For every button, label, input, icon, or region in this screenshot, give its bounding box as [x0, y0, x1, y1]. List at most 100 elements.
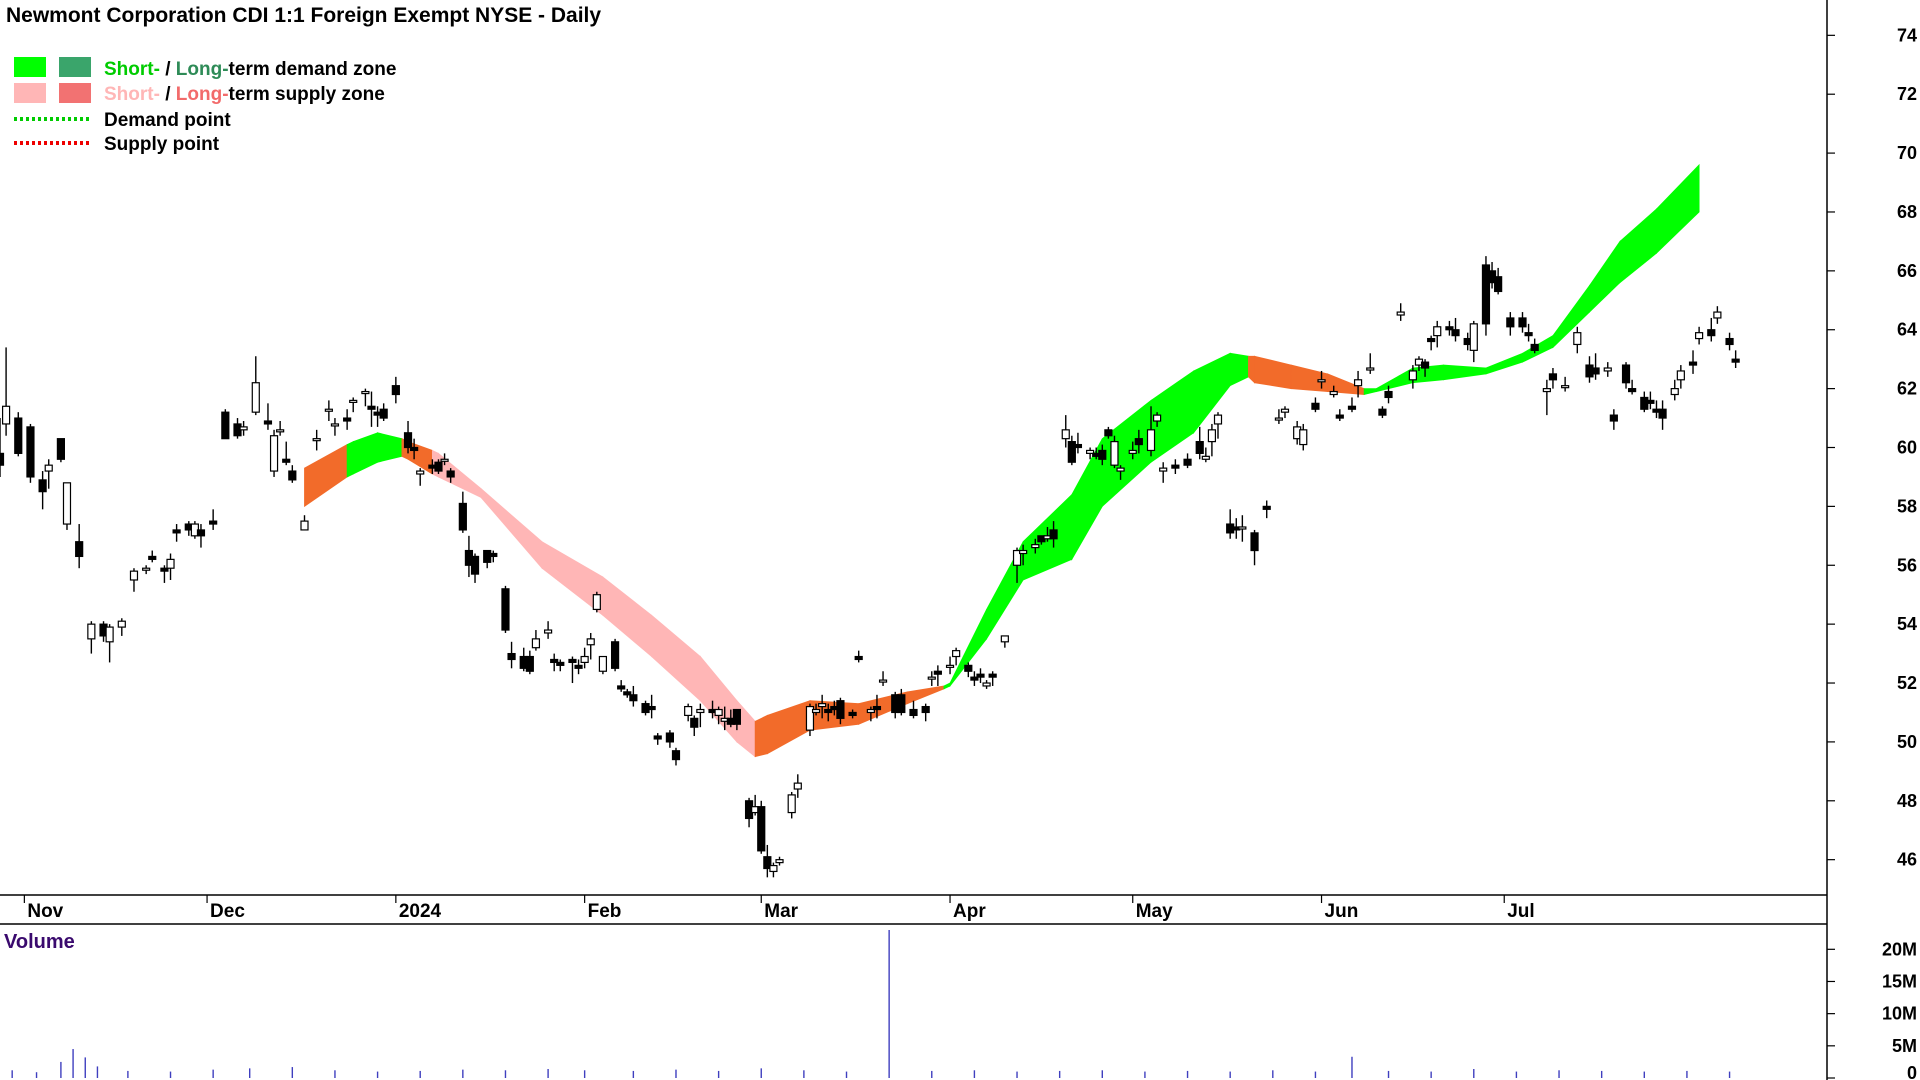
candle-body-up: [87, 623, 96, 640]
legend: Short- / Long-term demand zone Short- / …: [14, 57, 396, 155]
candle-body-up: [793, 782, 802, 790]
candle: [1146, 406, 1156, 457]
y-axis-ticks: 46 48 50 52 54 56 58 60 62 64 66 68 70 72 74: [1827, 25, 1917, 870]
candle-body-up: [684, 705, 693, 717]
candle: [787, 791, 796, 819]
candle: [1329, 385, 1338, 398]
candle: [805, 703, 815, 737]
candle: [543, 621, 553, 639]
candle-body-up: [1353, 379, 1363, 387]
candle: [824, 703, 833, 722]
candle: [1494, 267, 1503, 295]
zone-segment: [651, 614, 701, 702]
candle-body-up: [787, 794, 796, 814]
candle: [470, 553, 480, 583]
candle: [1019, 544, 1028, 566]
candle-body-down: [690, 717, 699, 728]
legend-demand-short-swatch: [14, 57, 46, 77]
candle: [1524, 323, 1533, 342]
candle: [1134, 429, 1143, 454]
candle-body-up: [324, 408, 333, 412]
candle: [1548, 368, 1558, 389]
candle: [14, 412, 23, 457]
candle: [921, 703, 930, 722]
candle: [361, 388, 370, 407]
candle: [1274, 409, 1284, 424]
candle: [1542, 379, 1551, 416]
candle-body-down: [1250, 532, 1259, 552]
candle: [1725, 332, 1734, 351]
candle-body-up: [769, 864, 778, 873]
candle: [1366, 353, 1375, 374]
candle-body-down: [458, 502, 467, 531]
candle: [1396, 303, 1405, 321]
candle-body-up: [349, 399, 358, 403]
candle: [580, 647, 589, 669]
ytick-label: 74: [1897, 25, 1917, 45]
candle: [1262, 500, 1271, 519]
candle: [312, 429, 321, 451]
legend-demand-long-label: Long-: [176, 59, 229, 80]
candle: [44, 459, 53, 489]
candle: [866, 706, 875, 722]
candle-body-down: [1530, 343, 1539, 351]
candle: [757, 800, 766, 854]
candle: [391, 376, 400, 404]
vtick-label: 15M: [1882, 971, 1917, 991]
candle: [446, 468, 455, 483]
candle-body-down: [501, 588, 510, 631]
zone-segment: [1363, 388, 1377, 396]
candle: [1427, 335, 1436, 351]
candle: [343, 409, 352, 430]
candle: [927, 671, 936, 686]
candle: [1073, 432, 1083, 454]
ytick-label: 64: [1897, 320, 1917, 340]
ytick-label: 48: [1897, 791, 1917, 811]
candle: [1731, 350, 1740, 369]
candle-body-down: [610, 641, 620, 669]
zone-segment: [346, 440, 354, 478]
candle-body-up: [811, 708, 821, 714]
candle: [1116, 465, 1125, 480]
legend-supply-point: Supply point: [104, 134, 220, 155]
xtick-label: Feb: [588, 901, 622, 922]
ytick-label: 66: [1897, 261, 1917, 281]
candle: [38, 471, 47, 510]
candle-body-down: [1688, 361, 1698, 366]
candle: [0, 418, 5, 477]
ytick-label: 62: [1897, 379, 1917, 399]
candle: [1530, 338, 1539, 354]
candle-body-up: [805, 705, 815, 731]
vtick-label: 0: [1907, 1063, 1917, 1080]
candle: [592, 591, 601, 613]
zone-segment: [1248, 355, 1255, 384]
xtick-label: Jul: [1507, 901, 1534, 922]
xtick-label: Mar: [764, 901, 798, 922]
candle-body-up: [982, 682, 991, 687]
candle: [653, 733, 662, 745]
candle-body-down: [263, 420, 273, 425]
candle-body-up: [1299, 429, 1308, 446]
candle: [349, 397, 358, 413]
candle-body-down: [525, 655, 534, 672]
candle-body-down: [38, 479, 47, 493]
candle-body-down: [976, 673, 985, 678]
candle-body-down: [1171, 464, 1180, 469]
candle-body-up: [239, 426, 248, 431]
candle-body-up: [775, 859, 784, 864]
candle: [775, 856, 784, 866]
candle-body-up: [330, 423, 340, 427]
candle-body-up: [1110, 441, 1119, 466]
candle-body-down: [367, 405, 376, 410]
candle: [1469, 320, 1478, 363]
candle-body-up: [129, 570, 139, 581]
candle-body-down: [209, 520, 218, 525]
candle: [665, 730, 675, 748]
candle-body-down: [854, 655, 863, 661]
zone-segment: [1375, 367, 1414, 393]
candle: [324, 400, 333, 422]
candle: [988, 671, 997, 686]
candle: [1128, 441, 1137, 460]
candle-body-up: [1213, 414, 1223, 425]
candle-body-up: [1128, 449, 1137, 454]
